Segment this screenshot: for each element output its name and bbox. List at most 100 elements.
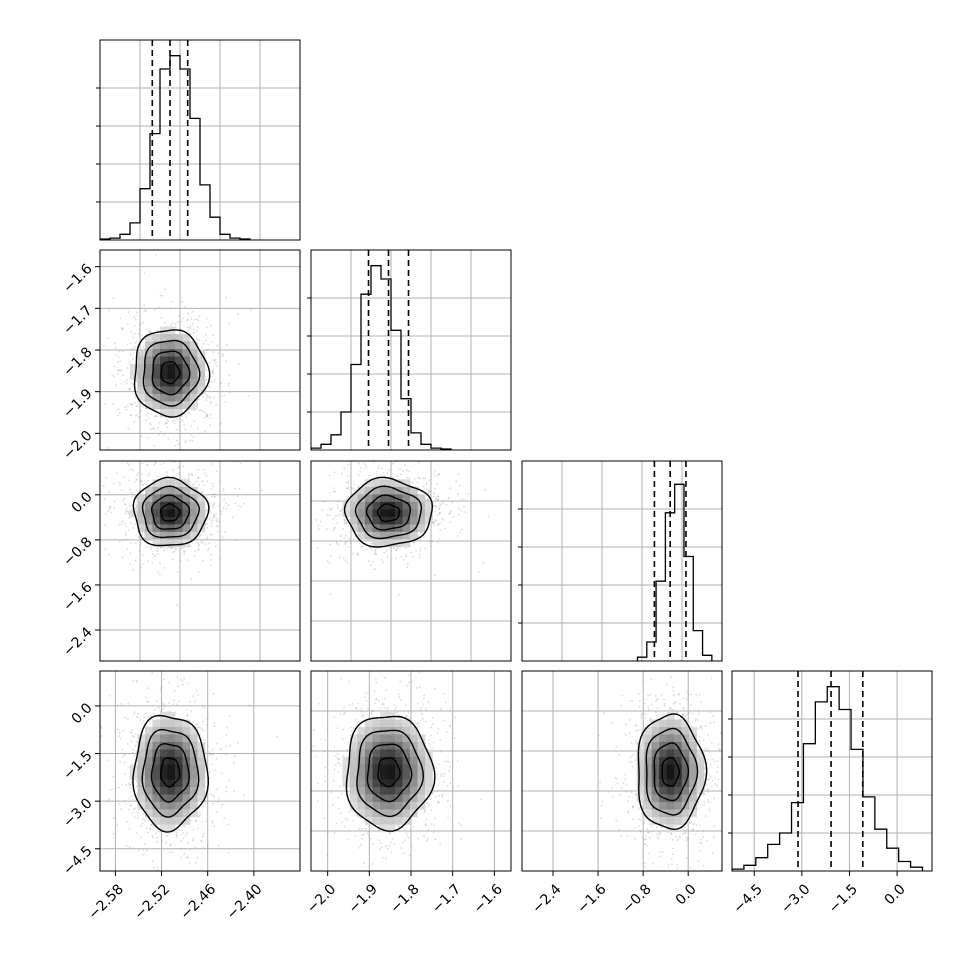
- panel-r2-c1: [310, 460, 512, 662]
- y-tick-label: −1.8: [60, 344, 95, 379]
- x-tick-label: −2.40: [224, 881, 266, 923]
- contour-level: [661, 756, 681, 788]
- contour-level: [645, 727, 699, 816]
- contour-level: [141, 728, 200, 818]
- panel-plot-area: [100, 250, 300, 450]
- y-tick-label: −4.5: [60, 843, 95, 878]
- ticks: [95, 266, 100, 434]
- panel-plot-area: [732, 671, 932, 871]
- contour-level: [343, 476, 434, 548]
- contour-level: [132, 714, 210, 833]
- panel-frame: [310, 249, 512, 451]
- x-tick-label: −2.0: [304, 881, 339, 916]
- contour-level: [653, 742, 690, 802]
- y-tick-label: −1.6: [60, 579, 95, 614]
- y-tick-label: −1.9: [60, 386, 95, 421]
- contour-level: [150, 742, 190, 803]
- panel-plot-area: [522, 461, 722, 661]
- panel-frame: [99, 39, 301, 241]
- gridlines: [522, 461, 722, 661]
- x-tick-label: −2.58: [85, 881, 127, 923]
- panel-r3-c1: −2.0 −1.9 −1.8 −1.7 −1.6: [304, 670, 512, 917]
- panel-r1-c1: [307, 249, 512, 451]
- histogram-step: [732, 686, 924, 871]
- panel-r0-c0: [96, 39, 301, 241]
- panel-frame: [99, 460, 301, 662]
- panel-r3-c3: −4.5 −3.0 −1.5 0.0: [728, 670, 933, 917]
- y-tick-label: −1.7: [60, 303, 95, 338]
- y-tick-label: −0.8: [60, 534, 95, 569]
- contour-level: [345, 715, 436, 832]
- contour-level: [150, 494, 191, 530]
- x-tick-label: 0.0: [882, 881, 909, 908]
- contour-level: [377, 757, 401, 788]
- contour-level: [356, 729, 425, 818]
- ticks: [307, 297, 311, 413]
- panel-plot-area: [522, 671, 722, 871]
- contour-level: [637, 713, 708, 831]
- panel-frame: [99, 670, 301, 872]
- contour-level: [133, 329, 211, 418]
- panel-r3-c2: −2.4 −1.6 −0.8 0.0: [521, 670, 723, 917]
- contour-level: [366, 743, 413, 803]
- contours: [343, 476, 434, 548]
- panel-r2-c0: −2.4 −1.6 −0.8 0.0: [60, 460, 301, 662]
- contour-level: [159, 757, 181, 788]
- ticks: [552, 871, 689, 876]
- panel-plot-area: [311, 250, 511, 450]
- y-tick-label: 0.0: [69, 489, 96, 516]
- panel-plot-area: [311, 671, 511, 871]
- x-tick-label: −1.6: [471, 881, 506, 916]
- ticks: [327, 871, 495, 876]
- contour-level: [132, 476, 210, 547]
- panel-plot-area: [100, 40, 300, 240]
- y-tick-label: −1.6: [60, 261, 95, 296]
- ticks: [518, 508, 522, 624]
- x-tick-label: 0.0: [673, 881, 700, 908]
- gridlines: [732, 671, 932, 871]
- y-tick-label: −3.0: [60, 796, 95, 831]
- x-tick-label: −2.52: [131, 881, 173, 923]
- x-tick-label: −3.0: [778, 881, 813, 916]
- contour-level: [160, 503, 181, 522]
- contour-level: [160, 361, 181, 385]
- y-tick-label: −1.5: [60, 748, 95, 783]
- panel-plot-area: [100, 461, 300, 661]
- histogram-step: [100, 55, 251, 240]
- contour-level: [142, 339, 201, 407]
- contour-level: [365, 494, 412, 531]
- contours: [132, 476, 210, 547]
- contour-level: [151, 350, 191, 396]
- gridlines: [100, 461, 300, 661]
- gridlines: [522, 671, 722, 871]
- y-tick-label: −2.4: [60, 624, 95, 659]
- x-tick-label: −1.8: [387, 881, 422, 916]
- contours: [133, 329, 211, 418]
- density-map: [342, 711, 433, 833]
- histogram-step: [311, 265, 452, 450]
- density-map: [129, 711, 206, 833]
- ticks: [95, 705, 255, 876]
- ticks: [95, 494, 100, 631]
- x-tick-label: −2.46: [178, 881, 220, 923]
- x-tick-label: −4.5: [730, 881, 765, 916]
- x-tick-label: −1.6: [574, 881, 609, 916]
- gridlines: [311, 250, 511, 450]
- y-tick-label: −2.0: [60, 428, 95, 463]
- contour-level: [376, 503, 401, 523]
- panel-plot-area: [100, 671, 300, 871]
- y-tick-label: 0.0: [69, 700, 96, 727]
- panel-r1-c0: −2.0 −1.9 −1.8 −1.7 −1.6: [60, 249, 301, 463]
- density-map: [636, 711, 705, 833]
- histogram-step: [636, 483, 713, 661]
- contours: [637, 713, 708, 831]
- x-tick-label: −1.9: [346, 881, 381, 916]
- ticks: [96, 87, 100, 203]
- contours: [345, 715, 436, 832]
- contour-level: [354, 485, 423, 540]
- x-tick-label: −0.8: [619, 881, 654, 916]
- panel-frame: [521, 670, 723, 872]
- x-tick-label: −1.5: [826, 881, 861, 916]
- x-tick-label: −2.4: [529, 881, 564, 916]
